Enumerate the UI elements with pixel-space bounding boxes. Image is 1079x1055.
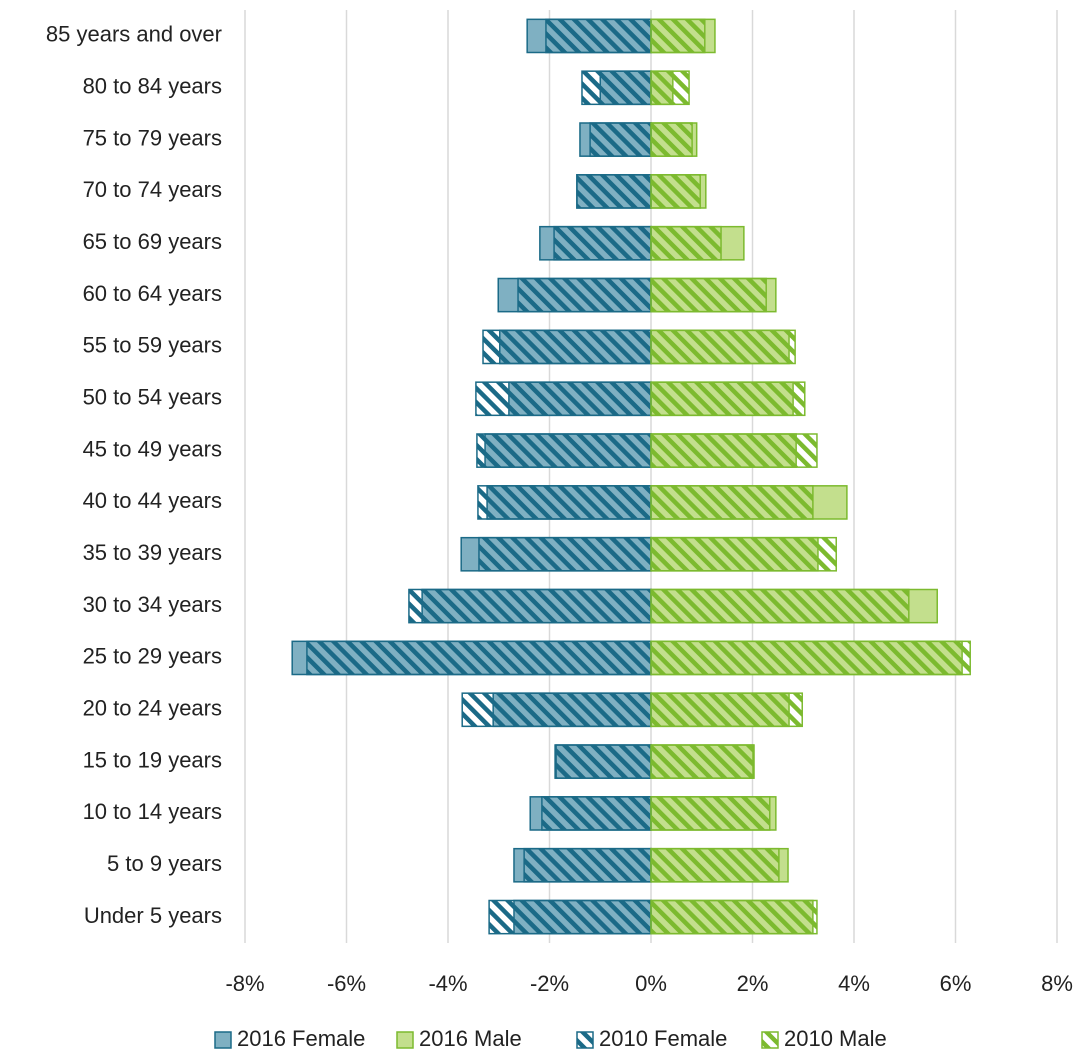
bar: [650, 485, 814, 520]
x-tick-label: -8%: [225, 971, 264, 996]
x-tick-label: 4%: [838, 971, 870, 996]
bar: [650, 433, 818, 468]
bar: [482, 329, 652, 365]
x-tick-label: 6%: [940, 971, 972, 996]
y-tick-label: 45 to 49 years: [83, 436, 222, 461]
legend-label: 2016 Female: [237, 1026, 365, 1051]
bar: [650, 536, 837, 572]
y-tick-label: 35 to 39 years: [83, 540, 222, 565]
y-tick-label: 15 to 19 years: [83, 747, 222, 772]
bar: [650, 588, 910, 624]
legend-swatch: [761, 1031, 779, 1049]
bar: [650, 744, 754, 779]
bar: [650, 329, 796, 365]
x-tick-label: -4%: [428, 971, 467, 996]
bar: [523, 847, 652, 883]
y-tick-label: 50 to 54 years: [83, 385, 222, 410]
legend-label: 2010 Female: [599, 1026, 727, 1051]
bar: [554, 744, 652, 779]
bar: [576, 174, 652, 209]
legend-label: 2010 Male: [784, 1026, 887, 1051]
bar: [306, 640, 652, 676]
bar: [650, 796, 771, 831]
legend-swatch: [214, 1031, 232, 1049]
legend-swatch: [576, 1031, 594, 1049]
bar: [650, 692, 803, 728]
y-tick-label: 5 to 9 years: [107, 851, 222, 876]
bar: [408, 588, 652, 624]
bar: [589, 122, 652, 157]
y-tick-label: Under 5 years: [84, 903, 222, 928]
bar: [650, 18, 706, 54]
bar: [650, 70, 690, 106]
y-tick-label: 65 to 69 years: [83, 229, 222, 254]
bar: [553, 225, 652, 261]
y-tick-label: 20 to 24 years: [83, 696, 222, 721]
bar: [650, 122, 693, 157]
legend-label: 2016 Male: [419, 1026, 522, 1051]
bar: [650, 277, 767, 313]
y-tick-label: 30 to 34 years: [83, 592, 222, 617]
x-tick-label: -6%: [327, 971, 366, 996]
bar: [475, 381, 652, 417]
y-tick-label: 40 to 44 years: [83, 488, 222, 513]
bar: [477, 485, 652, 520]
y-tick-label: 80 to 84 years: [83, 74, 222, 99]
y-tick-label: 60 to 64 years: [83, 281, 222, 306]
bar: [541, 796, 652, 831]
bar: [650, 640, 971, 676]
x-tick-label: 2%: [737, 971, 769, 996]
x-tick-label: 0%: [635, 971, 667, 996]
bar: [517, 277, 652, 313]
y-tick-label: 70 to 74 years: [83, 177, 222, 202]
bar: [650, 381, 806, 417]
bar: [581, 70, 652, 106]
bar: [650, 225, 722, 261]
bar: [461, 692, 652, 728]
y-tick-label: 75 to 79 years: [83, 125, 222, 150]
y-tick-label: 10 to 14 years: [83, 799, 222, 824]
y-tick-label: 55 to 59 years: [83, 333, 222, 358]
y-tick-label: 85 years and over: [46, 22, 222, 47]
bar: [478, 536, 652, 572]
bar: [476, 433, 652, 468]
bar: [545, 18, 652, 54]
bar: [650, 847, 780, 883]
bar: [650, 899, 818, 935]
legend-swatch: [396, 1031, 414, 1049]
x-tick-label: -2%: [530, 971, 569, 996]
x-tick-label: 8%: [1041, 971, 1073, 996]
bar: [488, 899, 652, 935]
y-tick-label: 25 to 29 years: [83, 644, 222, 669]
bar: [650, 174, 701, 209]
